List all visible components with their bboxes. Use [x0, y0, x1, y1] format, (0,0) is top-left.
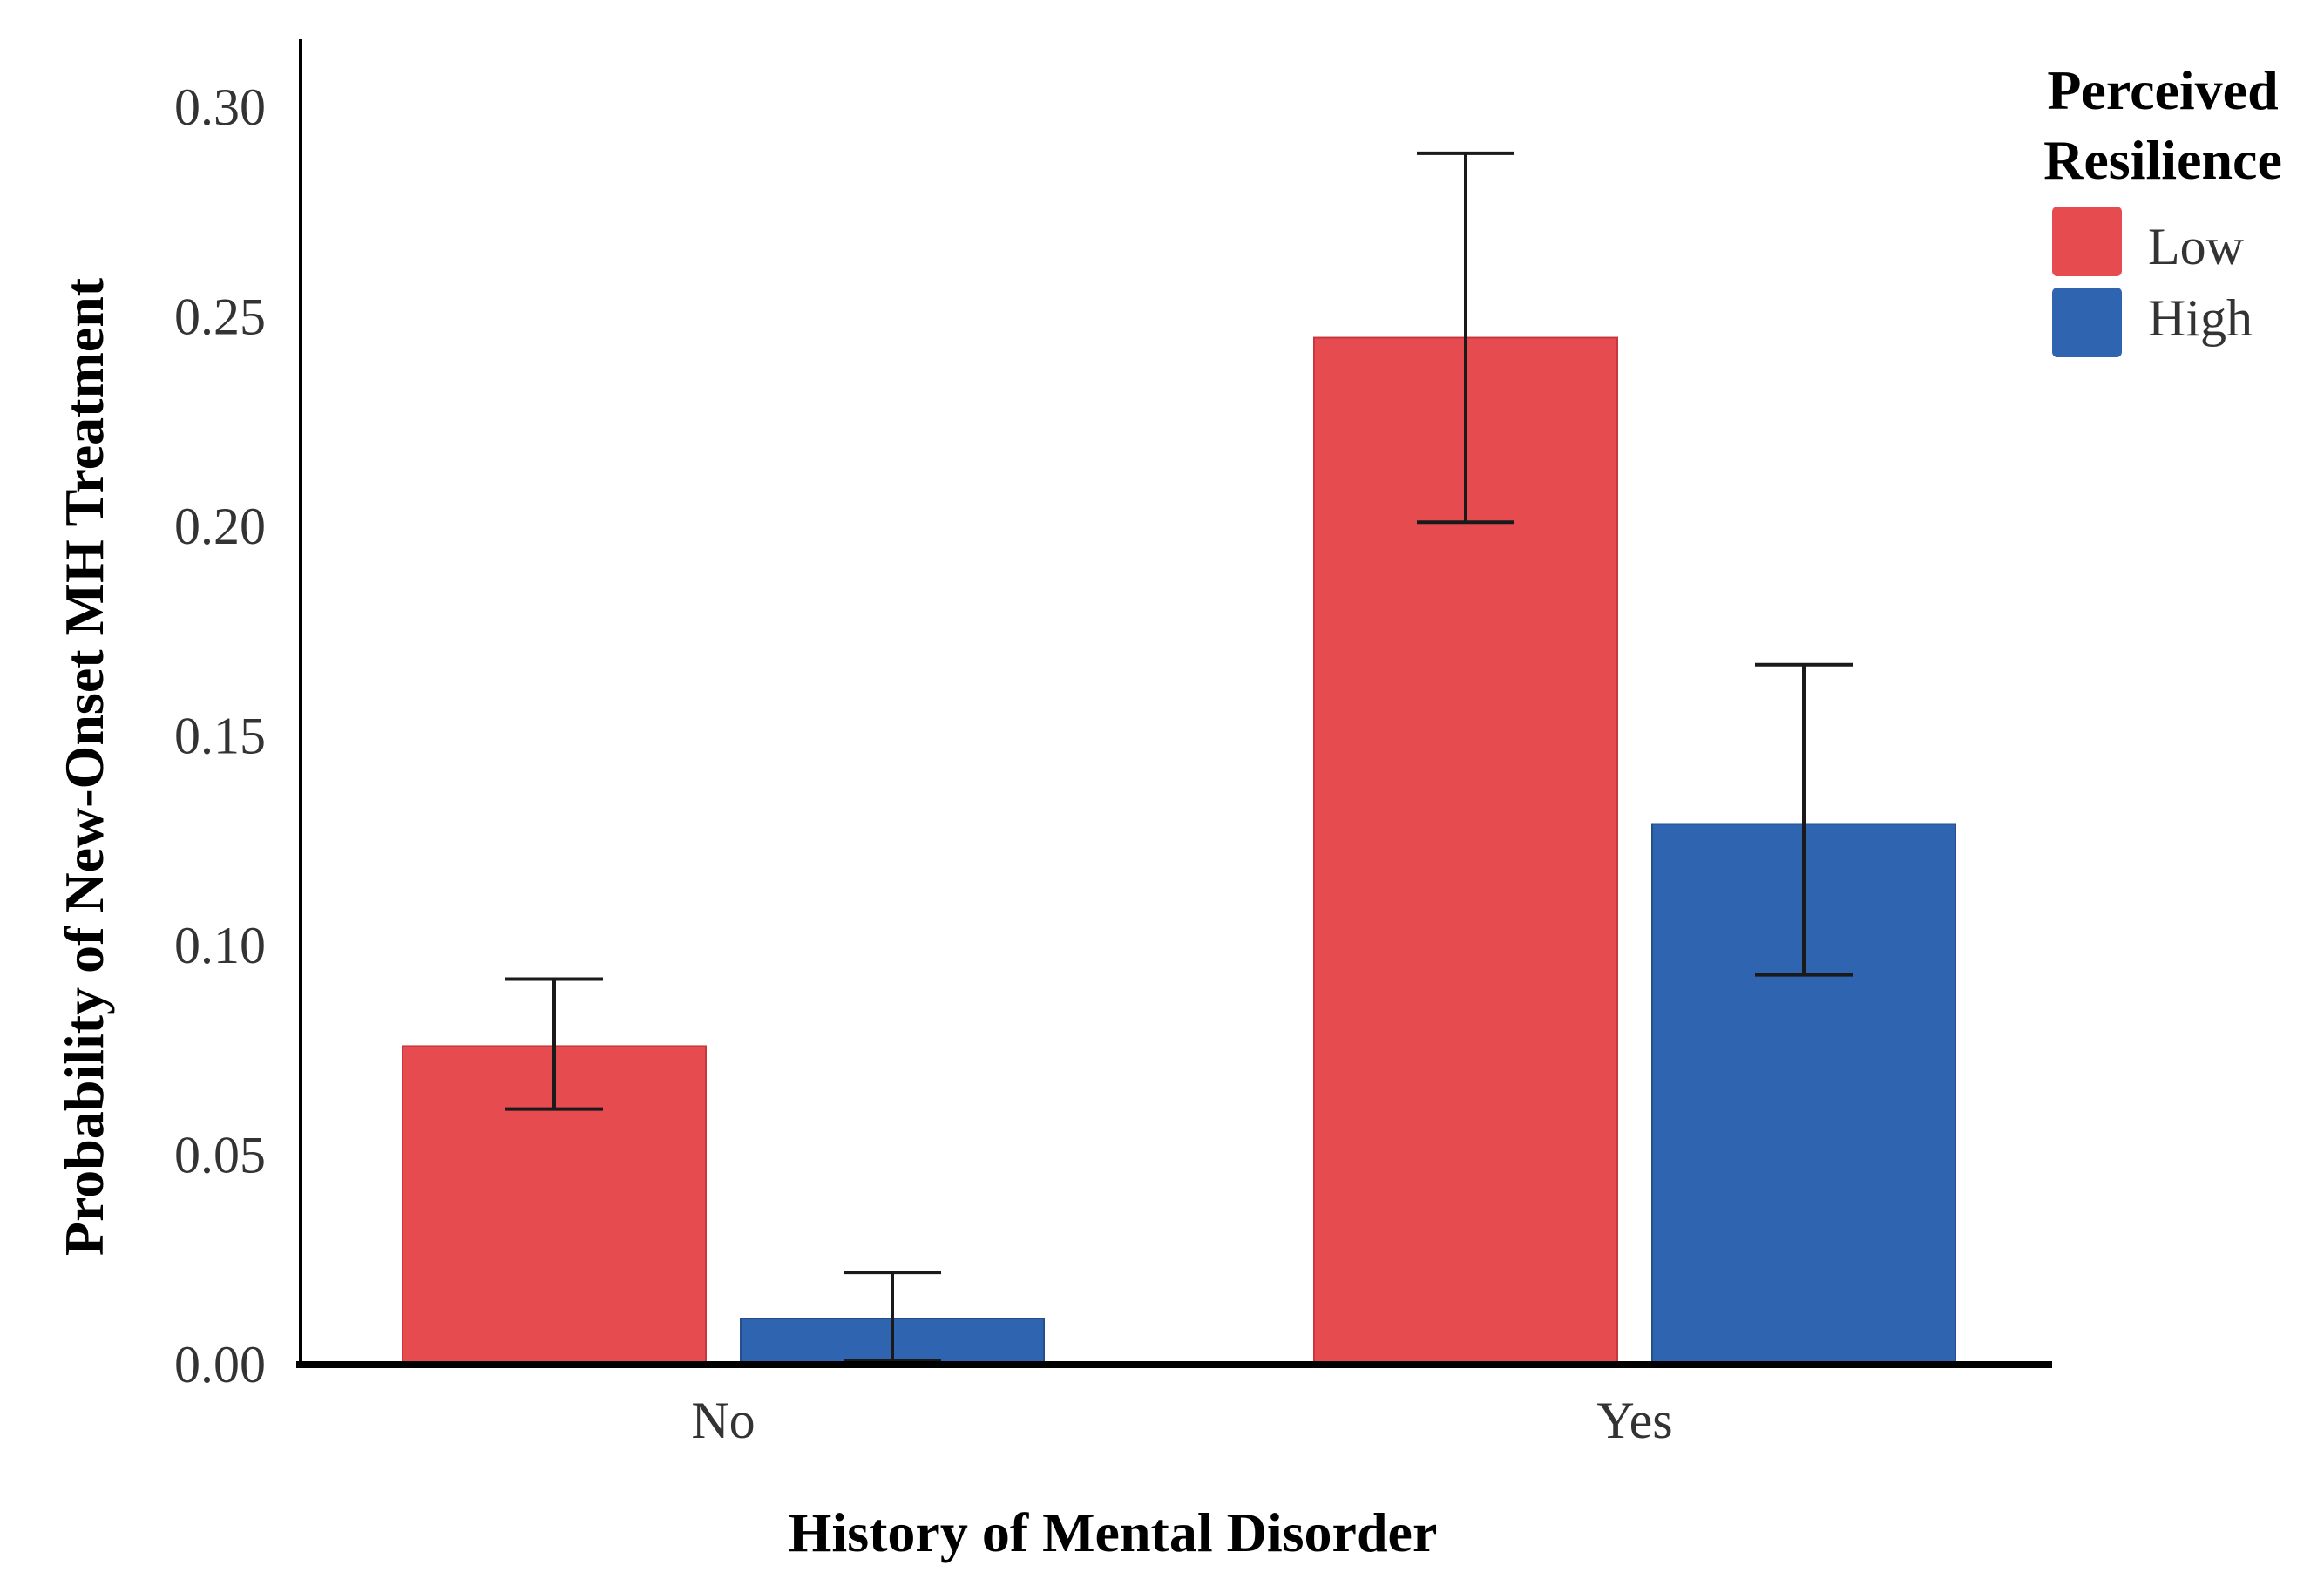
legend-title-line1: Perceived [2047, 59, 2278, 121]
error-bar-high-no [844, 1271, 941, 1363]
legend-swatch-high [2052, 288, 2122, 357]
error-bar-low-yes [1417, 151, 1514, 525]
legend: Perceived Resilience Low High [2043, 59, 2282, 357]
legend-label-high: High [2148, 289, 2253, 347]
x-axis-ticks: No Yes [691, 1392, 1672, 1449]
legend-title-line2: Resilience [2043, 129, 2282, 191]
legend-swatch-low [2052, 207, 2122, 276]
y-tick-label: 0.20 [174, 498, 266, 555]
y-tick-label: 0.30 [174, 78, 266, 136]
error-bars [505, 151, 1853, 1363]
legend-label-low: Low [2148, 218, 2245, 275]
y-tick-label: 0.25 [174, 288, 266, 346]
x-axis-title: History of Mental Disorder [789, 1501, 1438, 1563]
error-bar-low-no [505, 977, 603, 1111]
y-tick-label: 0.05 [174, 1127, 266, 1184]
y-axis-ticks: 0.00 0.05 0.10 0.15 0.20 0.25 0.30 [174, 78, 266, 1393]
y-tick-label: 0.15 [174, 708, 266, 765]
x-tick-label: No [691, 1392, 755, 1449]
y-tick-label: 0.10 [174, 917, 266, 974]
y-axis-title: Probability of New-Onset MH Treatment [53, 277, 115, 1256]
bars [402, 336, 1956, 1366]
error-bar-high-yes [1755, 662, 1853, 977]
y-tick-label: 0.00 [174, 1336, 266, 1393]
x-tick-label: Yes [1596, 1392, 1672, 1449]
